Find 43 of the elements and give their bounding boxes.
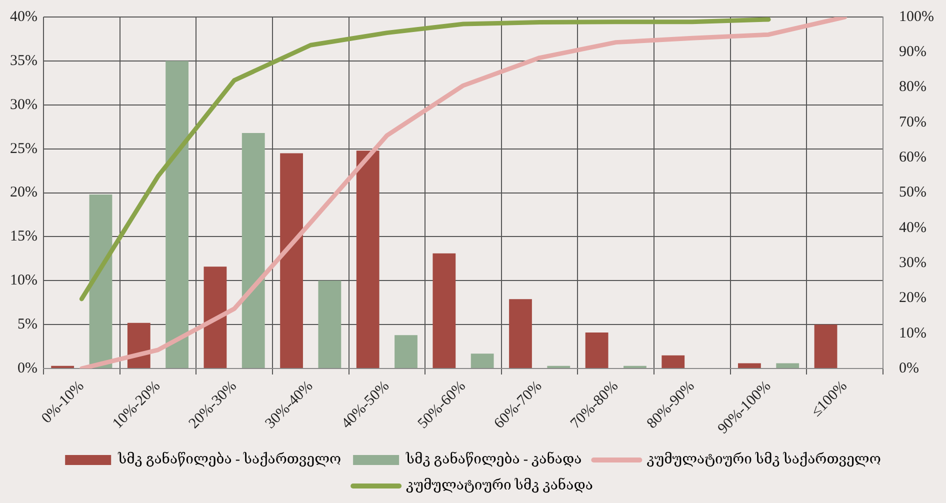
y2-tick-label: 100% (899, 8, 934, 25)
bar (318, 280, 342, 368)
bar (585, 332, 608, 368)
y2-tick-label: 90% (899, 44, 927, 60)
y2-tick-label: 10% (899, 325, 927, 342)
bar (51, 366, 74, 368)
bar (204, 266, 227, 368)
bar (662, 355, 685, 368)
bar (280, 153, 303, 368)
bar (509, 299, 532, 368)
bar (776, 363, 800, 368)
y2-tick-label: 30% (899, 255, 927, 272)
bar (394, 335, 418, 368)
y-tick-label: 0% (17, 360, 38, 376)
y-tick-label: 15% (10, 228, 38, 245)
legend-label: სმკ განაწილება - საქართველო (117, 452, 342, 468)
legend-label: კუმულატიური სმკ საქართველო (646, 452, 881, 468)
y2-tick-label: 60% (899, 150, 927, 166)
y-tick-label: 10% (10, 272, 38, 289)
legend-label: სმკ განაწილება - კანადა (405, 452, 582, 468)
bar (738, 363, 761, 368)
bar (166, 60, 188, 368)
y-tick-label: 20% (10, 184, 38, 201)
y2-tick-label: 0% (899, 360, 920, 376)
y-tick-label: 5% (17, 316, 38, 333)
legend-label: კუმულატიური სმკ კანადა (406, 478, 593, 494)
y2-tick-label: 40% (899, 220, 927, 236)
y2-tick-label: 80% (899, 79, 927, 96)
y2-tick-label: 70% (899, 114, 927, 130)
y-tick-label: 35% (10, 52, 38, 69)
y-tick-label: 30% (10, 96, 38, 113)
y-tick-label: 25% (10, 140, 38, 157)
bar (242, 133, 265, 368)
bar (356, 150, 380, 368)
bar (814, 324, 838, 368)
y2-tick-label: 50% (899, 184, 927, 201)
bar (547, 366, 570, 368)
bar (470, 354, 494, 368)
y2-tick-label: 20% (899, 290, 927, 306)
bar (624, 366, 646, 368)
bar (89, 194, 112, 368)
y-tick-label: 40% (10, 8, 38, 25)
bar (432, 253, 456, 368)
